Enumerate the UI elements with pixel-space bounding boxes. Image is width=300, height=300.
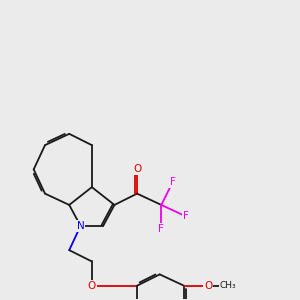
- Text: N: N: [77, 221, 84, 231]
- Text: O: O: [133, 164, 141, 174]
- Text: F: F: [170, 177, 176, 187]
- Text: O: O: [204, 281, 212, 291]
- Text: O: O: [88, 281, 96, 291]
- Text: CH₃: CH₃: [220, 281, 236, 290]
- Text: F: F: [183, 211, 188, 221]
- Text: F: F: [158, 224, 164, 234]
